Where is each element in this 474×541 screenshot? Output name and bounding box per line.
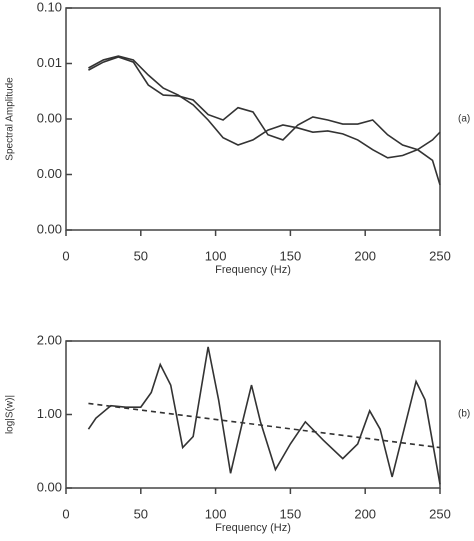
y-tick-label: 0.10: [37, 0, 62, 14]
y-tick-label: 1.00: [37, 406, 62, 421]
y-tick-label: 0.01: [37, 55, 62, 70]
x-tick-label: 0: [62, 248, 69, 263]
x-axis-label: Frequency (Hz): [215, 522, 291, 534]
x-tick-label: 250: [429, 248, 451, 263]
x-tick-label: 0: [62, 506, 69, 521]
series-line: [88, 55, 441, 186]
y-axis-label: log|S(w)|: [5, 395, 16, 434]
x-tick-label: 150: [280, 506, 302, 521]
y-tick-label: 0.00: [37, 221, 62, 236]
x-tick-label: 150: [280, 248, 302, 263]
x-tick-label: 200: [354, 506, 376, 521]
series-line: [88, 56, 441, 151]
x-axis-label: Frequency (Hz): [215, 264, 291, 276]
plot-frame: [65, 7, 441, 231]
annotation: (b): [458, 409, 470, 420]
y-tick-label: 2.00: [37, 332, 62, 347]
x-tick-label: 200: [354, 248, 376, 263]
series-line: [88, 402, 441, 449]
x-tick-label: 50: [134, 506, 148, 521]
y-tick-label: 0.00: [37, 479, 62, 494]
x-tick-label: 250: [429, 506, 451, 521]
y-tick-label: 0.00: [37, 166, 62, 181]
annotation: (a): [458, 114, 470, 125]
y-axis-label: Spectral Amplitude: [5, 77, 16, 161]
series-line: [87, 346, 441, 485]
x-tick-label: 100: [205, 506, 227, 521]
plot-frame: [65, 340, 441, 489]
x-tick-label: 50: [134, 248, 148, 263]
y-tick-label: 0.00: [37, 110, 62, 125]
x-tick-label: 100: [205, 248, 227, 263]
